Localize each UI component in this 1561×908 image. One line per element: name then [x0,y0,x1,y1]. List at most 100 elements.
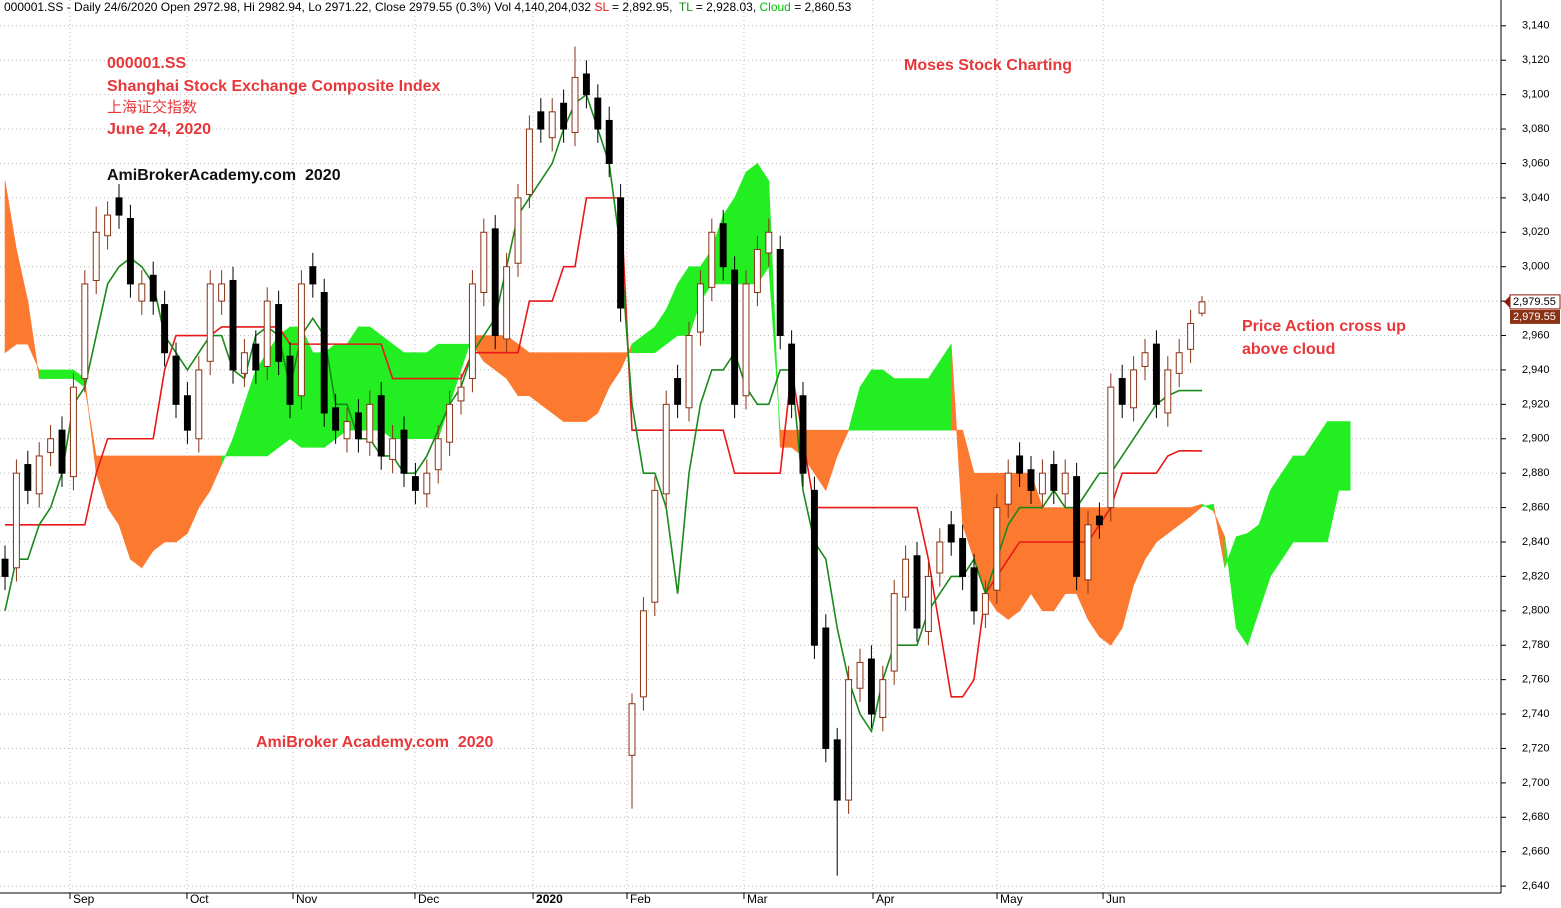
cloud-segment [779,429,792,448]
candle-body [1,558,9,577]
cloud-segment [84,378,97,474]
cloud-segment [1110,507,1123,647]
candle-body [206,283,214,362]
cloud-segment [1213,504,1226,568]
cloud-segment [1304,437,1317,543]
cloud-segment [586,352,599,423]
y-tick-label: 2,740 [1522,708,1550,720]
x-tick-label: Sep [73,892,95,906]
candle-body [1107,386,1115,509]
candle-body [24,464,32,491]
cloud-segment [506,334,519,397]
candle-body [343,421,351,440]
candle-body [434,438,442,471]
candle-body [742,283,750,397]
candle-body [240,352,248,374]
annotation: AmiBroker Academy.com 2020 [256,734,494,751]
annotation: 000001.SS [107,55,187,72]
cloud-segment [836,429,850,457]
cloud-segment [244,369,257,457]
candle-body [776,248,784,337]
candle-body [833,739,841,801]
candle-body [1016,455,1024,474]
candle-body [138,283,146,302]
candle-body [1027,469,1035,491]
cloud-segment [232,404,245,457]
candle-body [126,218,134,285]
candle-body [1175,352,1183,374]
cloud-segment [517,343,530,397]
cloud-segment [928,360,941,431]
cloud-segment [130,455,143,569]
candle-body [913,555,921,629]
cloud-segment [950,344,963,525]
y-tick-label: 3,060 [1522,157,1550,169]
cloud-segment [50,369,63,379]
candle-body [651,489,659,603]
cloud-segment [1224,536,1237,629]
cloud-segment [1167,507,1180,534]
price-label: 2,979.55 [1513,311,1556,323]
cloud-segment [848,387,861,431]
cloud-segment [1270,472,1283,578]
candle-body [69,386,77,478]
cloud-segment [38,369,51,379]
cloud-segment [734,171,747,285]
cloud-segment [1315,420,1328,543]
candle-body [400,429,408,474]
x-tick-label: Mar [747,892,768,906]
price-marker [1504,295,1510,308]
candle-body [594,97,602,130]
y-tick-label: 2,840 [1522,536,1550,548]
y-tick-label: 2,680 [1522,811,1550,823]
header-name: TL [679,0,693,14]
candle-body [1141,352,1149,367]
candle-body [525,128,533,195]
candle-body [1095,515,1103,526]
candle-body [332,407,340,431]
candle-body [867,658,875,715]
candle-body [947,524,955,543]
candle-body [696,283,704,333]
y-tick-label: 2,720 [1522,742,1550,754]
candle-body [411,476,419,491]
candle-body [457,386,465,402]
price-label: 2,979.55 [1513,296,1556,308]
cloud-segment [187,455,200,534]
y-tick-label: 2,920 [1522,398,1550,410]
cloud-segment [1121,507,1134,629]
candle-body [1130,369,1138,409]
candle-body [719,223,727,268]
header-value: = 2,892.95, [609,0,676,14]
cloud-segment [175,455,188,543]
candle-body [936,541,944,574]
candle-body [810,489,818,646]
price-labels: 2,979.55 2,979.55 [1504,294,1561,324]
candle-body [1061,472,1069,495]
cloud-segment [494,335,507,380]
indicator-line [4,93,1203,734]
candle-body [149,274,157,302]
x-tick-label: Nov [296,892,317,906]
candle-body [503,266,511,340]
cloud-segment [540,352,553,414]
candle-body [92,231,100,281]
candle-body [514,197,522,264]
cloud-segment [1338,421,1351,491]
y-tick-label: 2,640 [1522,880,1550,892]
candle-body [639,610,647,698]
candle-body [685,335,693,409]
cloud-segment [1156,507,1169,543]
cloud-segment [574,352,587,422]
cloud-segment [825,429,838,491]
y-tick-label: 3,100 [1522,89,1550,101]
candle-body [993,507,1001,591]
cloud-segment [141,455,154,569]
cloud-segment [939,343,952,431]
cloud-segment [1178,507,1191,526]
candle-body [172,355,180,405]
candle-body [115,197,123,216]
candle-body [1118,378,1126,405]
y-tick-label: 2,960 [1522,329,1550,341]
